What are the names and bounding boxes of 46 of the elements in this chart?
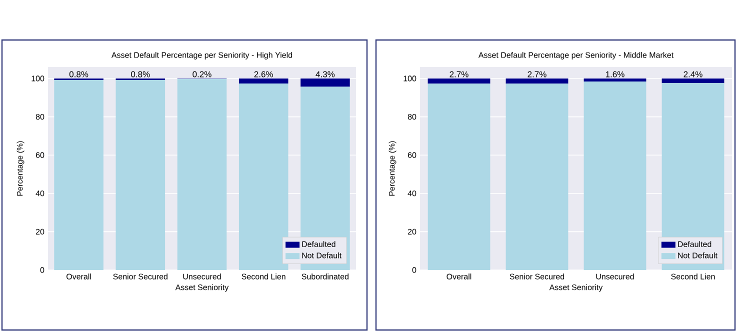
data-label: 2.7% bbox=[450, 71, 468, 78]
chart-title: Asset Default Percentage per Seniority - High Yield bbox=[111, 52, 292, 60]
legend-label: Defaulted bbox=[302, 241, 336, 247]
y-tick-label: 100 bbox=[32, 76, 44, 82]
y-tick-label: 20 bbox=[36, 228, 44, 235]
bar bbox=[300, 78, 350, 87]
y-tick-label: 60 bbox=[36, 152, 44, 158]
bar bbox=[238, 83, 288, 270]
data-label: 2.6% bbox=[254, 71, 273, 78]
y-tick-label: 0 bbox=[40, 267, 44, 273]
data-label: 2.4% bbox=[684, 71, 702, 78]
data-label: 0.8% bbox=[69, 71, 88, 78]
data-label: 2.7% bbox=[528, 71, 546, 78]
chart-title: Asset Default Percentage per Seniority - Middle Market bbox=[478, 52, 674, 60]
bar bbox=[116, 80, 166, 270]
data-label: 0.8% bbox=[131, 71, 150, 78]
legend-label: Not Default bbox=[678, 252, 718, 258]
y-tick-label: 0 bbox=[412, 267, 416, 273]
y-tick-label: 20 bbox=[408, 228, 416, 235]
legend-label: Defaulted bbox=[678, 241, 712, 247]
data-label: 0.2% bbox=[192, 71, 212, 78]
x-tick-label: Unsecured bbox=[183, 274, 221, 280]
x-tick-label: Second Lien bbox=[671, 274, 715, 280]
x-tick-label: Second Lien bbox=[242, 274, 286, 280]
data-label: 1.6% bbox=[606, 71, 624, 78]
x-axis-title: Asset Seniority bbox=[175, 284, 229, 292]
y-tick-label: 80 bbox=[408, 114, 416, 120]
x-tick-label: Senior Secured bbox=[510, 274, 564, 280]
x-tick-label: Subordinated bbox=[302, 274, 348, 280]
y-axis-title: Percentage (%) bbox=[16, 141, 24, 196]
y-tick-label: 80 bbox=[36, 114, 44, 120]
bar bbox=[177, 78, 227, 270]
x-tick-label: Overall bbox=[66, 274, 91, 280]
x-tick-label: Overall bbox=[446, 274, 472, 280]
x-axis-title: Asset Seniority bbox=[549, 284, 603, 292]
y-tick-label: 40 bbox=[408, 190, 416, 196]
data-label: 4.3% bbox=[316, 71, 335, 78]
bar bbox=[54, 80, 104, 270]
x-tick-label: Senior Secured bbox=[113, 274, 168, 280]
y-tick-label: 40 bbox=[36, 190, 44, 196]
x-tick-label: Unsecured bbox=[596, 274, 634, 280]
bar bbox=[238, 78, 288, 84]
y-tick-label: 60 bbox=[408, 152, 416, 158]
y-axis-title: Percentage (%) bbox=[388, 141, 396, 196]
y-tick-label: 100 bbox=[404, 76, 416, 82]
legend-label: Not Default bbox=[302, 252, 342, 258]
